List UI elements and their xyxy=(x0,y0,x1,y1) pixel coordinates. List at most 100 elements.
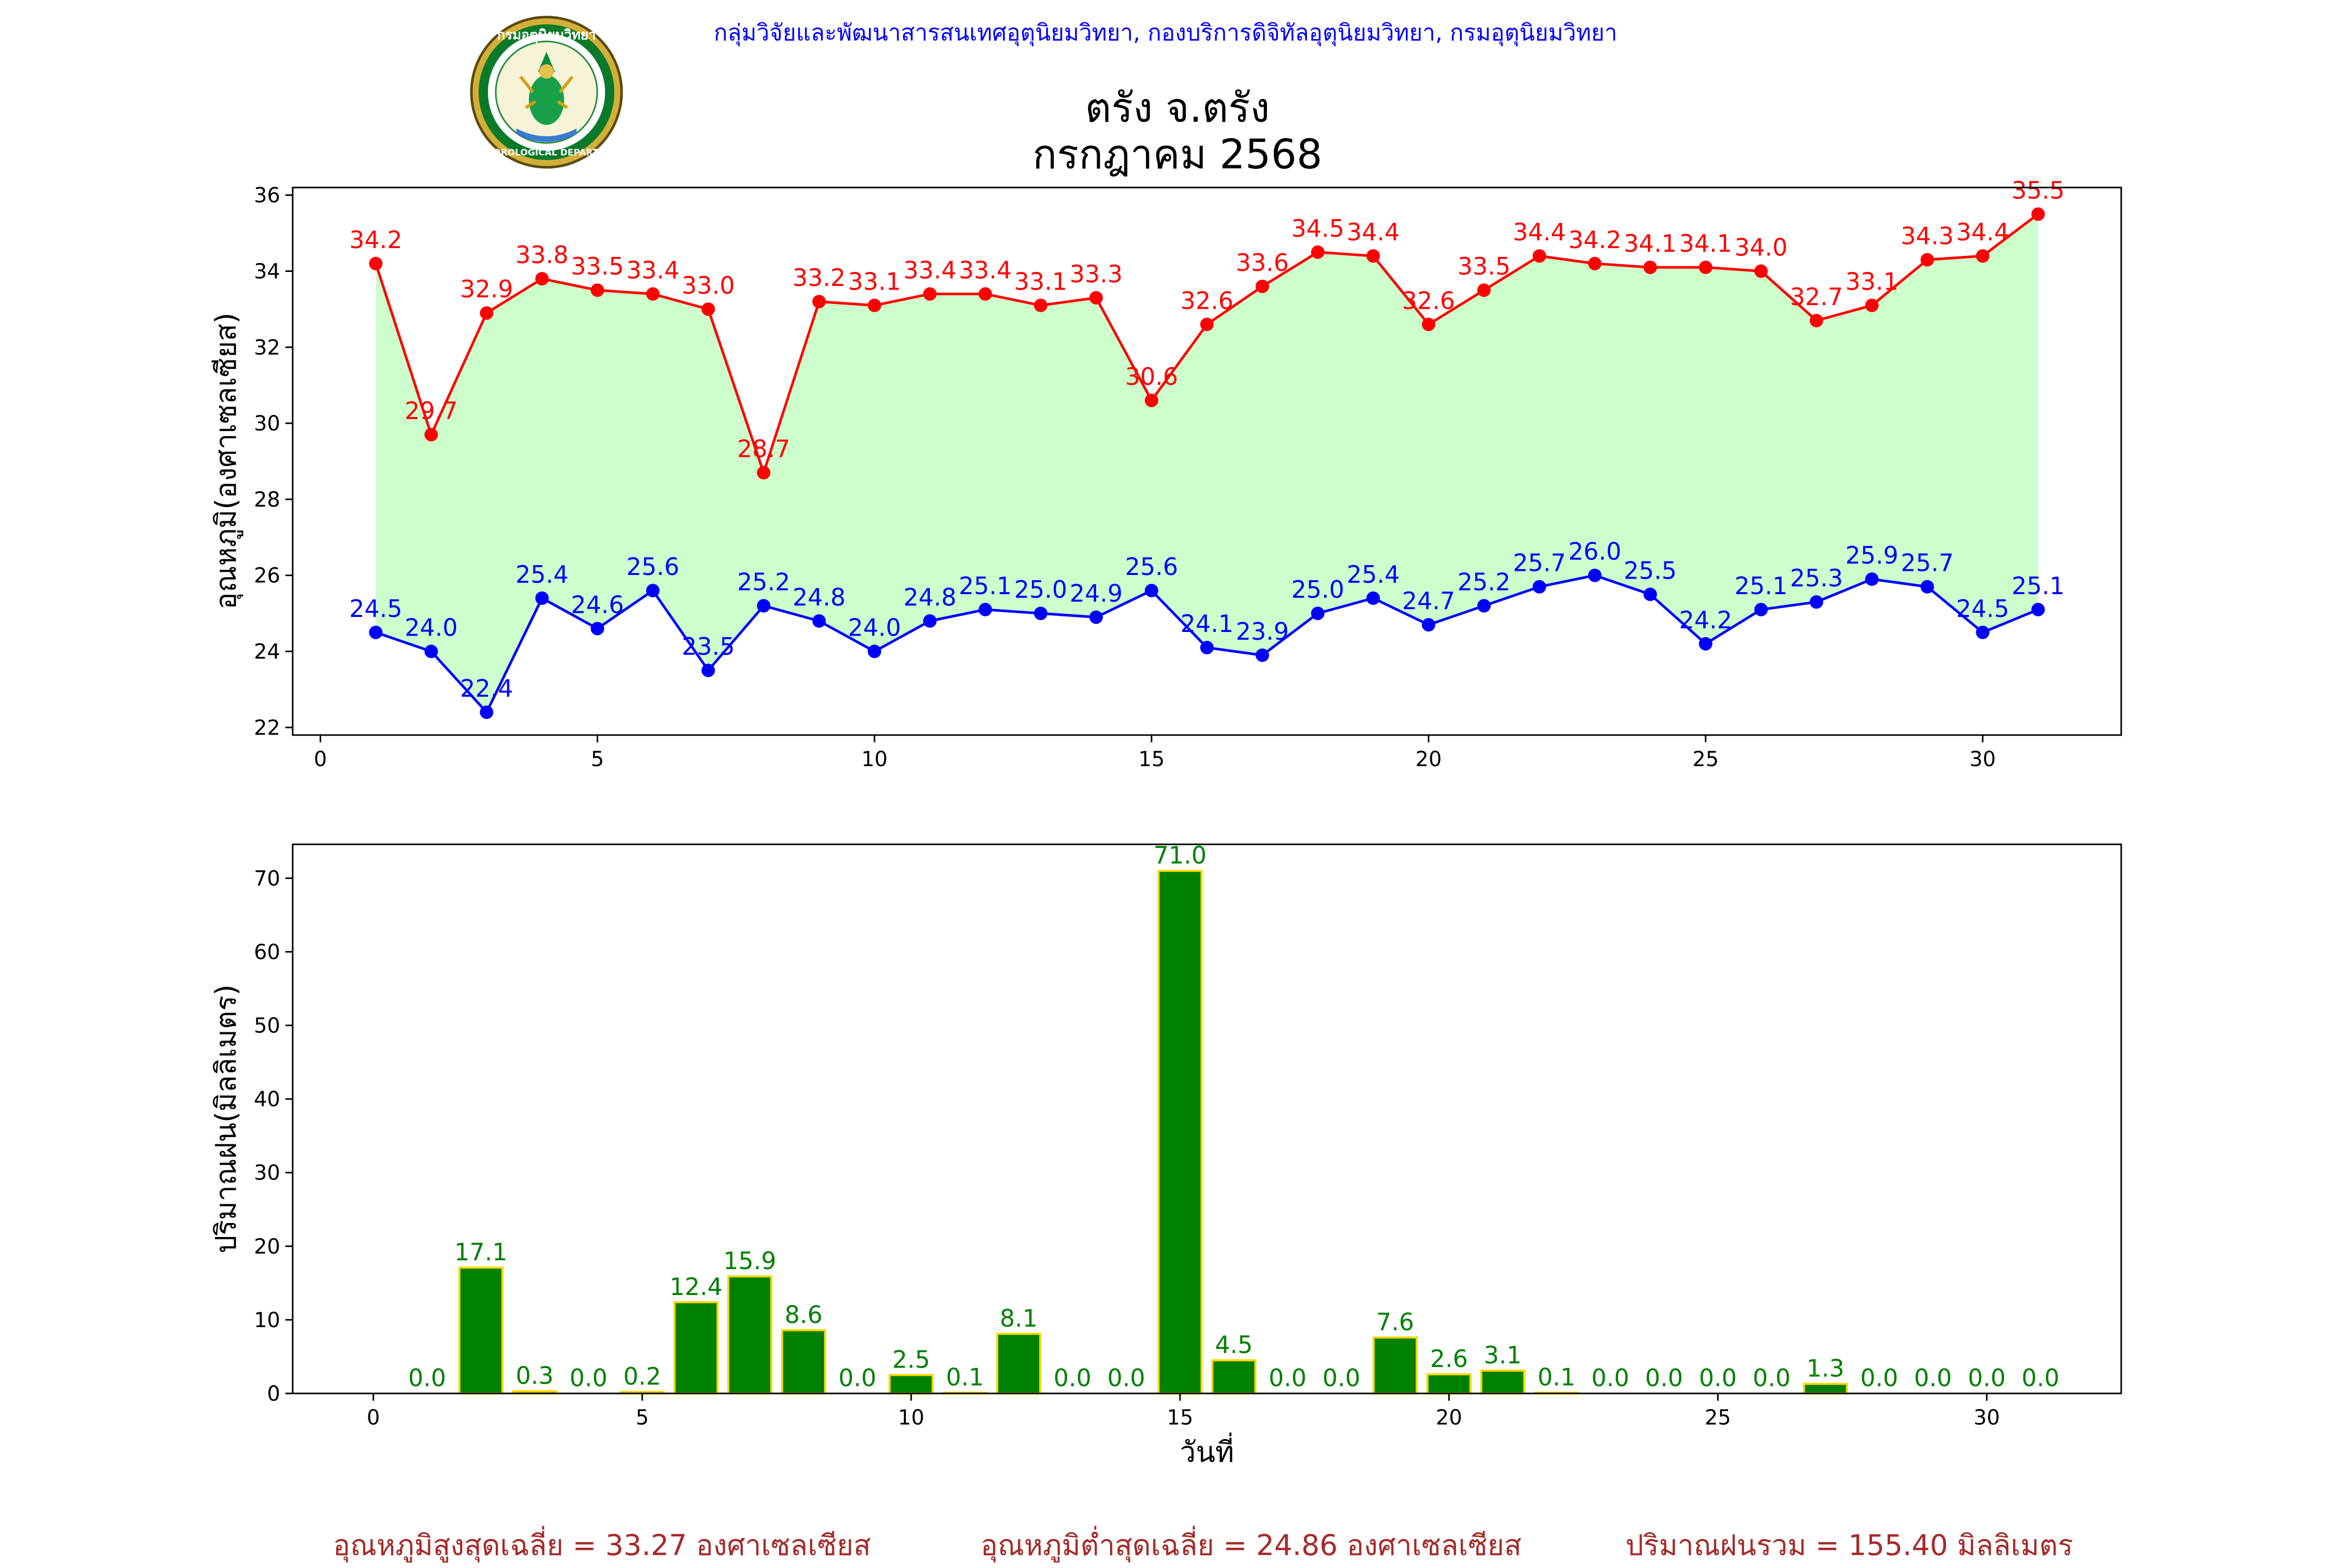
max-temp-label: 33.2 xyxy=(793,264,845,292)
max-temp-point xyxy=(480,306,494,320)
y-tick-label: 32 xyxy=(254,336,280,359)
min-temp-point xyxy=(1255,648,1269,662)
rain-value-label: 71.0 xyxy=(1154,841,1206,869)
max-temp-point xyxy=(1034,298,1048,312)
min-temp-point xyxy=(369,625,383,639)
footer-avg-max: อุณหภูมิสูงสุดเฉลี่ย = 33.27 องศาเซลเซีย… xyxy=(333,1529,871,1562)
y-tick-label: 28 xyxy=(254,488,280,512)
max-temp-point xyxy=(2031,207,2045,221)
max-temp-point xyxy=(1311,245,1325,259)
max-temp-label: 28.7 xyxy=(737,435,790,463)
temperature-y-axis-label: อุณหภูมิ(องศาเซลเซียส) xyxy=(209,312,243,609)
max-temp-label: 29.7 xyxy=(405,397,457,425)
max-temp-point xyxy=(1200,318,1214,332)
rain-value-label: 0.0 xyxy=(1645,1364,1683,1392)
min-temp-label: 24.8 xyxy=(793,583,845,611)
min-temp-point xyxy=(1089,610,1103,624)
x-tick-label: 5 xyxy=(636,1406,649,1430)
max-temp-label: 32.9 xyxy=(460,275,513,303)
rainfall-plot-area: 0.0 17.1 0.3 0.0 0.2 12.415.9 8.6 0.0 2.5 0.1 8.1 0… xyxy=(408,841,2060,1395)
rain-value-label: 0.1 xyxy=(946,1363,984,1391)
min-temp-label: 22.4 xyxy=(460,674,513,702)
max-temp-label: 34.0 xyxy=(1734,233,1787,261)
rain-bar xyxy=(996,1332,1042,1395)
rain-value-label: 17.1 xyxy=(454,1238,507,1266)
x-tick-label: 5 xyxy=(591,747,604,771)
min-temp-point xyxy=(1311,607,1325,621)
max-temp-point xyxy=(701,302,715,316)
temperature-plot-area: 34.229.732.933.8 33.5 33.433.028.733.2 33.1… xyxy=(349,176,2065,719)
temperature-x-axis: 0 5 10 15 20 25 30 xyxy=(314,735,1996,771)
x-tick-label: 10 xyxy=(898,1406,925,1430)
rainfall-y-axis-label: ปริมาณฝน(มิลลิเมตร) xyxy=(209,984,242,1253)
min-temp-point xyxy=(2031,602,2045,616)
y-tick-label: 24 xyxy=(254,640,280,664)
min-temp-point xyxy=(1200,641,1214,655)
min-temp-point xyxy=(1145,584,1159,598)
min-temp-point xyxy=(1809,595,1823,609)
max-temp-label: 33.5 xyxy=(1458,252,1510,280)
min-temp-label: 25.1 xyxy=(2011,572,2064,600)
min-temp-point xyxy=(1754,602,1768,616)
max-temp-label: 34.2 xyxy=(349,226,402,254)
footer-avg-min: อุณหภูมิต่ำสุดเฉลี่ย = 24.86 องศาเซลเซีย… xyxy=(981,1529,1522,1562)
rain-bar xyxy=(1426,1373,1472,1395)
min-temp-label: 25.6 xyxy=(626,553,679,581)
max-temp-point xyxy=(1089,291,1103,305)
max-temp-point xyxy=(1145,394,1159,408)
chart-title-station: ตรัง จ.ตรัง xyxy=(1085,85,1270,132)
max-temp-point xyxy=(591,283,605,297)
min-temp-point xyxy=(1976,625,1990,639)
rain-value-label: 0.0 xyxy=(839,1364,876,1392)
temperature-axes-frame xyxy=(292,186,2122,736)
min-temp-point xyxy=(1532,580,1546,594)
min-temp-label: 24.0 xyxy=(848,614,901,642)
min-temp-label: 24.6 xyxy=(571,591,624,618)
rain-bar xyxy=(1211,1359,1257,1395)
max-temp-point xyxy=(1643,261,1657,275)
min-temp-label: 24.5 xyxy=(1956,595,2009,623)
min-temp-point xyxy=(480,705,494,719)
max-temp-label: 34.1 xyxy=(1624,229,1677,257)
min-temp-label: 24.7 xyxy=(1402,587,1455,615)
min-temp-point xyxy=(701,664,715,678)
max-temp-point xyxy=(1699,261,1713,275)
min-temp-label: 26.0 xyxy=(1569,538,1621,566)
rain-bar xyxy=(1803,1383,1848,1394)
x-tick-label: 25 xyxy=(1705,1406,1731,1430)
min-temp-label: 24.1 xyxy=(1181,610,1233,638)
rain-value-label: 0.3 xyxy=(516,1362,554,1390)
min-temp-point xyxy=(1034,607,1048,621)
min-temp-point xyxy=(535,591,549,605)
max-temp-label: 32.6 xyxy=(1181,286,1233,314)
min-temp-point xyxy=(591,622,605,636)
max-temp-point xyxy=(923,287,937,301)
min-temp-label: 25.0 xyxy=(1291,576,1344,603)
max-temp-point xyxy=(757,466,771,480)
max-temp-point xyxy=(812,295,826,309)
max-temp-point xyxy=(1366,249,1380,263)
footer-total-rain: ปริมาณฝนรวม = 155.40 มิลลิเมตร xyxy=(1625,1529,2074,1562)
min-temp-label: 25.7 xyxy=(1901,549,1953,577)
y-tick-label: 60 xyxy=(254,940,280,964)
rain-value-label: 8.6 xyxy=(785,1301,823,1329)
rain-bar xyxy=(781,1329,826,1394)
rain-bar xyxy=(888,1374,934,1395)
min-temp-point xyxy=(1865,572,1879,586)
rain-value-label: 7.6 xyxy=(1376,1308,1414,1336)
x-tick-label: 30 xyxy=(1969,747,1996,771)
max-temp-label: 34.4 xyxy=(1956,218,2009,246)
min-temp-point xyxy=(1588,568,1602,582)
min-temp-label: 24.9 xyxy=(1070,579,1123,607)
max-temp-point xyxy=(1865,298,1879,312)
min-temp-label: 23.5 xyxy=(682,632,735,660)
min-temp-point xyxy=(1920,580,1934,594)
rain-value-label: 0.0 xyxy=(408,1364,446,1392)
logo-thai-text: กรมอุตุนิยมวิทยา xyxy=(497,27,596,44)
department-header: กลุ่มวิจัยและพัฒนาสารสนเทศอุตุนิยมวิทยา,… xyxy=(713,20,1618,46)
temperature-panel: ตรัง จ.ตรัง กรกฎาคม 2568 34.229.732.933.… xyxy=(209,85,2122,771)
min-temp-point xyxy=(646,584,660,598)
max-temp-label: 33.4 xyxy=(959,256,1012,284)
x-tick-label: 0 xyxy=(367,1406,380,1430)
